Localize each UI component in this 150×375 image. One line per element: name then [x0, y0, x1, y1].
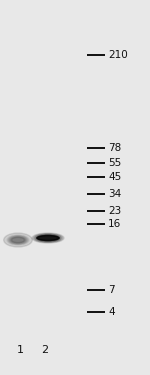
Text: 4: 4: [108, 307, 115, 317]
Text: 1: 1: [16, 345, 24, 355]
Ellipse shape: [8, 236, 28, 244]
Ellipse shape: [11, 237, 25, 243]
Ellipse shape: [7, 235, 29, 245]
Text: 34: 34: [108, 189, 121, 199]
Ellipse shape: [32, 233, 64, 243]
Ellipse shape: [9, 236, 27, 244]
Ellipse shape: [35, 234, 61, 242]
Ellipse shape: [4, 233, 32, 247]
Text: 45: 45: [108, 172, 121, 182]
Ellipse shape: [10, 237, 26, 243]
Text: 7: 7: [108, 285, 115, 295]
Ellipse shape: [34, 234, 62, 242]
Text: 2: 2: [41, 345, 49, 355]
Text: 78: 78: [108, 143, 121, 153]
Text: 23: 23: [108, 206, 121, 216]
Ellipse shape: [37, 235, 59, 241]
Text: 55: 55: [108, 158, 121, 168]
Ellipse shape: [37, 236, 59, 240]
Ellipse shape: [38, 236, 58, 241]
Text: 16: 16: [108, 219, 121, 229]
Text: 210: 210: [108, 50, 128, 60]
